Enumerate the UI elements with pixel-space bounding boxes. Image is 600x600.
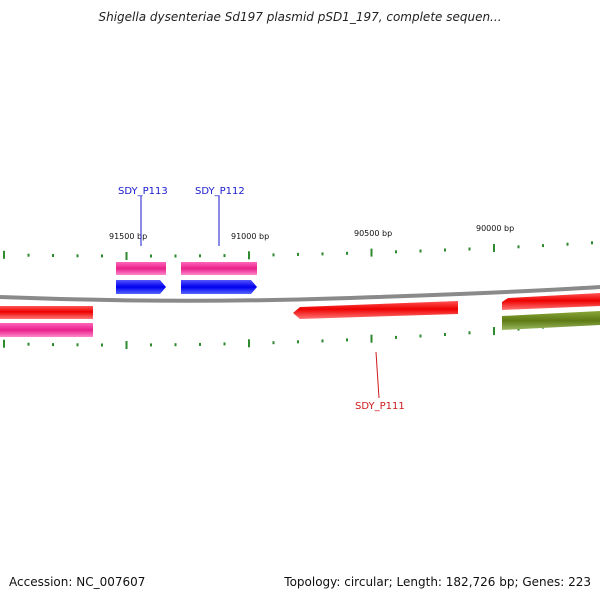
gene-label-sdy-p111[interactable]: SDY_P111: [355, 401, 405, 412]
position-label-91000: 91000 bp: [231, 232, 269, 241]
gene-feature-sdy-p112[interactable]: [181, 280, 257, 294]
gene-feature-red-left[interactable]: [0, 306, 93, 319]
position-label-91500: 91500 bp: [109, 232, 147, 241]
scale-ticks-top: [3, 241, 593, 260]
gene-feature-sdy-p113[interactable]: [116, 280, 166, 294]
gene-feature-red-right[interactable]: [502, 293, 600, 310]
position-label-90500: 90500 bp: [354, 229, 392, 238]
accession-text: Accession: NC_007607: [9, 575, 146, 589]
gene-label-sdy-p112[interactable]: SDY_P112: [195, 186, 245, 197]
gene-feature-olive-right[interactable]: [502, 311, 600, 330]
gene-label-sdy-p113[interactable]: SDY_P113: [118, 186, 168, 197]
position-label-90000: 90000 bp: [476, 224, 514, 233]
gene-feature-pink-2[interactable]: [181, 262, 257, 275]
gene-feature-sdy-p111[interactable]: [293, 301, 458, 319]
scale-ticks-bottom: [3, 321, 593, 349]
gene-feature-pink-left[interactable]: [0, 323, 93, 337]
leader-sdy-p111: [375, 351, 380, 399]
map-title: Shigella dysenteriae Sd197 plasmid pSD1_…: [98, 10, 502, 24]
plasmid-backbone: [0, 285, 600, 303]
topology-summary: Topology: circular; Length: 182,726 bp; …: [284, 575, 591, 589]
gene-feature-pink-1[interactable]: [116, 262, 166, 275]
